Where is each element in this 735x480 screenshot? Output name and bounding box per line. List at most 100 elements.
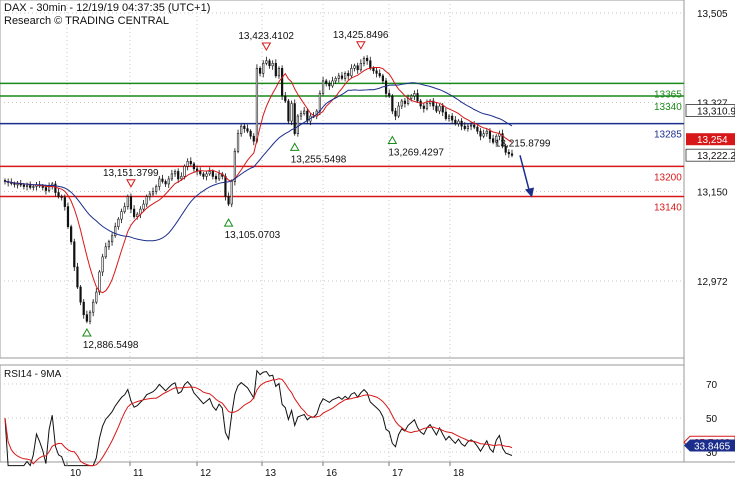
candle-body: [145, 196, 148, 205]
candle-body: [262, 62, 265, 74]
candle-body: [334, 78, 337, 82]
candle-body: [321, 80, 325, 94]
candle-body: [120, 211, 123, 220]
candle-body: [70, 226, 73, 243]
moving-averages: [4, 67, 513, 294]
candle-body: [252, 135, 255, 142]
candle-body: [353, 65, 356, 69]
candle-body: [66, 206, 70, 227]
x-tick-label: 10: [70, 468, 82, 479]
candle-body: [218, 173, 221, 180]
level-label: 13365: [654, 89, 682, 100]
candle-body: [463, 125, 466, 129]
candle-body: [369, 60, 372, 69]
candle-body: [126, 196, 129, 207]
fast-ma-line: [4, 67, 513, 294]
candle-body: [183, 166, 186, 177]
candle-body: [60, 196, 63, 198]
candle-body: [161, 178, 164, 182]
candle-body: [142, 203, 145, 210]
x-tick-label: 17: [392, 468, 404, 479]
candle-body: [356, 65, 359, 71]
chart-subtitle: Research © TRADING CENTRAL: [4, 15, 169, 27]
high-label: 13,423.4102: [238, 31, 294, 42]
candle-body: [444, 111, 447, 119]
candle-body: [325, 80, 328, 84]
target-arrow-head: [525, 187, 534, 198]
candle-body: [265, 60, 268, 64]
candle-body: [340, 75, 344, 79]
high-marker: [261, 42, 272, 52]
candle-body: [268, 60, 271, 67]
candle-body: [403, 100, 407, 104]
candle-body: [32, 186, 35, 188]
candle-body: [406, 98, 410, 104]
low-label: 13,105.0703: [225, 230, 281, 241]
candle-body: [492, 138, 495, 143]
candle-body: [29, 185, 32, 188]
candle-body: [397, 105, 400, 117]
low-label: 13,269.4297: [388, 147, 444, 158]
candle-body: [495, 135, 498, 143]
price-tag-bg: [685, 148, 735, 162]
price-tag-label: 13,310.9: [697, 107, 735, 118]
support-resistance-levels: 13365 13340 13285 13200 13140: [0, 82, 684, 214]
candle-body: [473, 124, 476, 128]
candle-body: [337, 75, 340, 79]
candle-body: [79, 286, 82, 303]
candle-body: [384, 80, 388, 94]
candle-body: [192, 163, 196, 170]
x-tick-label: 13: [265, 468, 277, 479]
candle-body: [133, 208, 136, 217]
rsi-ma-line: [4, 378, 513, 467]
price-tag-bg: [686, 133, 735, 146]
candle-body: [457, 120, 460, 124]
rsi-panel: [0, 364, 685, 463]
candle-body: [479, 130, 482, 137]
candle-body: [410, 95, 413, 99]
candle-body: [151, 191, 155, 195]
candle-body: [227, 196, 230, 205]
candle-body: [416, 93, 419, 102]
candle-body: [359, 62, 362, 71]
candle-body: [129, 196, 133, 210]
candle-body: [372, 68, 375, 72]
candle-body: [388, 93, 391, 97]
candle-body: [249, 130, 252, 137]
candle-body: [177, 171, 180, 180]
candle-body: [236, 133, 240, 152]
rsi-tick-label: 70: [706, 380, 718, 391]
candle-body: [189, 161, 192, 165]
rsi-tag-bg: [684, 439, 735, 452]
high-marker: [126, 179, 136, 188]
candle-body: [199, 171, 202, 175]
candle-body: [246, 128, 249, 132]
low-marker: [82, 327, 92, 337]
x-tick-label: 16: [326, 468, 338, 479]
candle-body: [114, 226, 117, 237]
candle-body: [63, 197, 66, 207]
candle-body: [290, 103, 293, 122]
candle-body: [343, 73, 347, 79]
candle-body: [148, 193, 151, 197]
candle-body: [284, 95, 287, 102]
candle-body: [378, 73, 381, 77]
candle-body: [92, 301, 95, 313]
candle-body: [274, 62, 277, 77]
price-panel: [0, 0, 685, 359]
candle-body: [391, 95, 394, 112]
candle-body: [451, 115, 454, 121]
candle-body: [362, 57, 366, 64]
candle-body: [82, 301, 85, 315]
y-tick-label: 13,150: [697, 187, 728, 198]
candle-body: [211, 171, 214, 177]
candle-body: [271, 62, 274, 67]
rsi-tag-label: 33.8465: [694, 441, 731, 452]
candle-body: [243, 125, 246, 129]
candle-body: [101, 256, 104, 273]
y-tick-label: 13,505: [697, 9, 728, 20]
level-label: 13285: [654, 130, 682, 141]
candle-body: [44, 187, 48, 191]
axes: 10 11 12 13 16 17 18 13,505 13,327 13,150 12,972 70…: [66, 9, 735, 479]
